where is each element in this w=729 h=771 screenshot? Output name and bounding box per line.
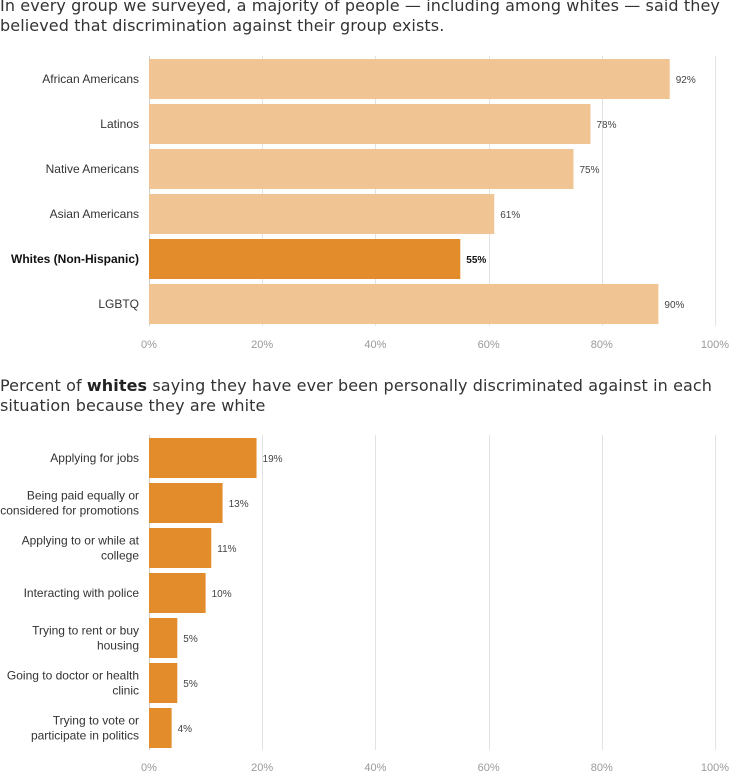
bar (149, 59, 670, 99)
x-tick-label: 80% (591, 339, 613, 351)
category-label: African Americans (42, 72, 139, 86)
chart-2-title: Percent of whites saying they have ever … (0, 376, 729, 416)
category-label: Latinos (100, 117, 139, 131)
bar (149, 149, 574, 189)
bar (149, 528, 212, 568)
category-label: Applying to or while at (22, 534, 140, 548)
x-tick-label: 20% (251, 339, 273, 351)
chart-2-title-suffix: saying they have ever been personally di… (0, 376, 713, 415)
x-tick-label: 80% (591, 762, 613, 771)
bar-value-label: 5% (183, 679, 198, 690)
category-label: Native Americans (46, 162, 139, 176)
bar-value-label: 78% (596, 120, 616, 131)
category-label: Applying for jobs (50, 451, 139, 465)
chart-2-title-prefix: Percent of (0, 376, 87, 395)
bar-value-label: 75% (580, 165, 600, 176)
category-label: clinic (112, 684, 139, 698)
x-tick-label: 40% (364, 339, 386, 351)
bar-value-label: 13% (229, 499, 249, 510)
bar (149, 284, 659, 324)
category-label: Interacting with police (24, 586, 140, 600)
bar (149, 618, 178, 658)
x-tick-label: 100% (701, 339, 729, 351)
x-tick-label: 20% (251, 762, 273, 771)
x-tick-label: 40% (364, 762, 386, 771)
chart-2-title-bold: whites (86, 376, 148, 395)
bar-value-label: 92% (676, 75, 696, 86)
bar-value-label: 5% (183, 634, 198, 645)
bar-value-label: 61% (500, 210, 520, 221)
x-tick-label: 0% (141, 339, 157, 351)
bar (149, 483, 223, 523)
x-tick-label: 60% (478, 339, 500, 351)
bar (149, 104, 591, 144)
category-label: housing (97, 639, 139, 653)
category-label: college (101, 549, 139, 563)
category-label: LGBTQ (98, 297, 139, 311)
bar (149, 573, 206, 613)
bar-value-label: 10% (212, 589, 232, 600)
x-tick-label: 100% (701, 762, 729, 771)
category-label: Asian Americans (50, 207, 139, 221)
bar-value-label: 90% (664, 300, 684, 311)
category-label: considered for promotions (0, 504, 139, 518)
bar-value-label: 55% (466, 255, 486, 266)
category-label: Going to doctor or health (7, 669, 139, 683)
bar (149, 239, 461, 279)
bar-value-label: 19% (263, 454, 283, 465)
chart-1-title: In every group we surveyed, a majority o… (0, 0, 720, 35)
x-tick-label: 0% (141, 762, 157, 771)
bar-value-label: 11% (217, 544, 236, 555)
category-label: Trying to vote or (53, 714, 139, 728)
bar-value-label: 4% (178, 724, 193, 735)
chart-1-svg: 0% 20% 40% 60% 80% 100% 92% African Americans 78… (11, 56, 729, 351)
bar (149, 194, 495, 234)
category-label: participate in politics (31, 729, 139, 743)
bar (149, 438, 257, 478)
x-tick-label: 60% (478, 762, 500, 771)
category-label: Whites (Non-Hispanic) (11, 252, 139, 266)
bar (149, 708, 172, 748)
category-label: Being paid equally or (27, 489, 139, 503)
bar (149, 663, 178, 703)
category-label: Trying to rent or buy (32, 624, 139, 638)
